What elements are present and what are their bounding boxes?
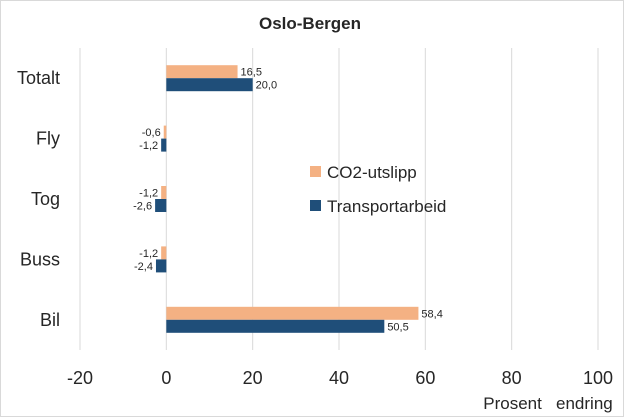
category-label-4: Bil (40, 310, 60, 330)
legend-label-0: CO2-utslipp (327, 163, 417, 182)
legend-swatch-0 (310, 166, 321, 177)
bar-0-0 (166, 65, 238, 79)
bar-0-4 (166, 306, 419, 320)
data-label-1-2: -2,6 (133, 201, 152, 213)
category-labels: Totalt Fly Tog Buss Bil (17, 68, 60, 330)
data-label-0-0: 16,5 (241, 67, 262, 79)
data-label-0-2: -1,2 (139, 188, 158, 200)
bar-1-1 (161, 138, 167, 152)
bar-1-0 (166, 78, 253, 92)
data-label-0-1: -0,6 (142, 127, 161, 139)
x-tick-label-6: 100 (583, 368, 613, 388)
bar-1-3 (155, 259, 167, 273)
category-label-3: Buss (20, 249, 60, 269)
x-tick-label-5: 80 (502, 368, 522, 388)
x-tick-label-3: 40 (329, 368, 349, 388)
x-axis-label: Prosent endring (483, 394, 612, 413)
chart-title: Oslo-Bergen (259, 14, 361, 33)
category-label-1: Fly (36, 129, 60, 149)
bar-1-2 (155, 199, 167, 212)
data-label-1-1: -1,2 (139, 140, 158, 152)
x-tick-label-1: 0 (161, 368, 171, 388)
tick-labels: -20 0 20 40 60 80 100 (67, 368, 613, 388)
x-tick-label-2: 20 (243, 368, 263, 388)
data-label-1-4: 50,5 (387, 321, 408, 333)
bars (155, 65, 419, 333)
data-label-0-4: 58,4 (421, 308, 442, 320)
bar-0-3 (161, 246, 167, 260)
category-label-0: Totalt (17, 68, 60, 88)
category-label-2: Tog (31, 189, 60, 209)
grid-lines (79, 48, 599, 350)
legend: CO2-utslipp Transportarbeid (310, 163, 446, 216)
data-label-1-0: 20,0 (256, 80, 277, 92)
legend-label-1: Transportarbeid (327, 197, 446, 216)
x-tick-label-0: -20 (67, 368, 93, 388)
data-label-1-3: -2,4 (134, 261, 153, 273)
bar-0-1 (163, 125, 167, 139)
legend-swatch-1 (310, 200, 321, 211)
bar-1-4 (166, 319, 385, 333)
x-tick-label-4: 60 (415, 368, 435, 388)
data-labels: 16,520,0-0,6-1,2-1,2-2,6-1,2-2,458,450,5 (133, 67, 443, 334)
data-label-0-3: -1,2 (139, 248, 158, 260)
bar-0-2 (161, 186, 167, 199)
